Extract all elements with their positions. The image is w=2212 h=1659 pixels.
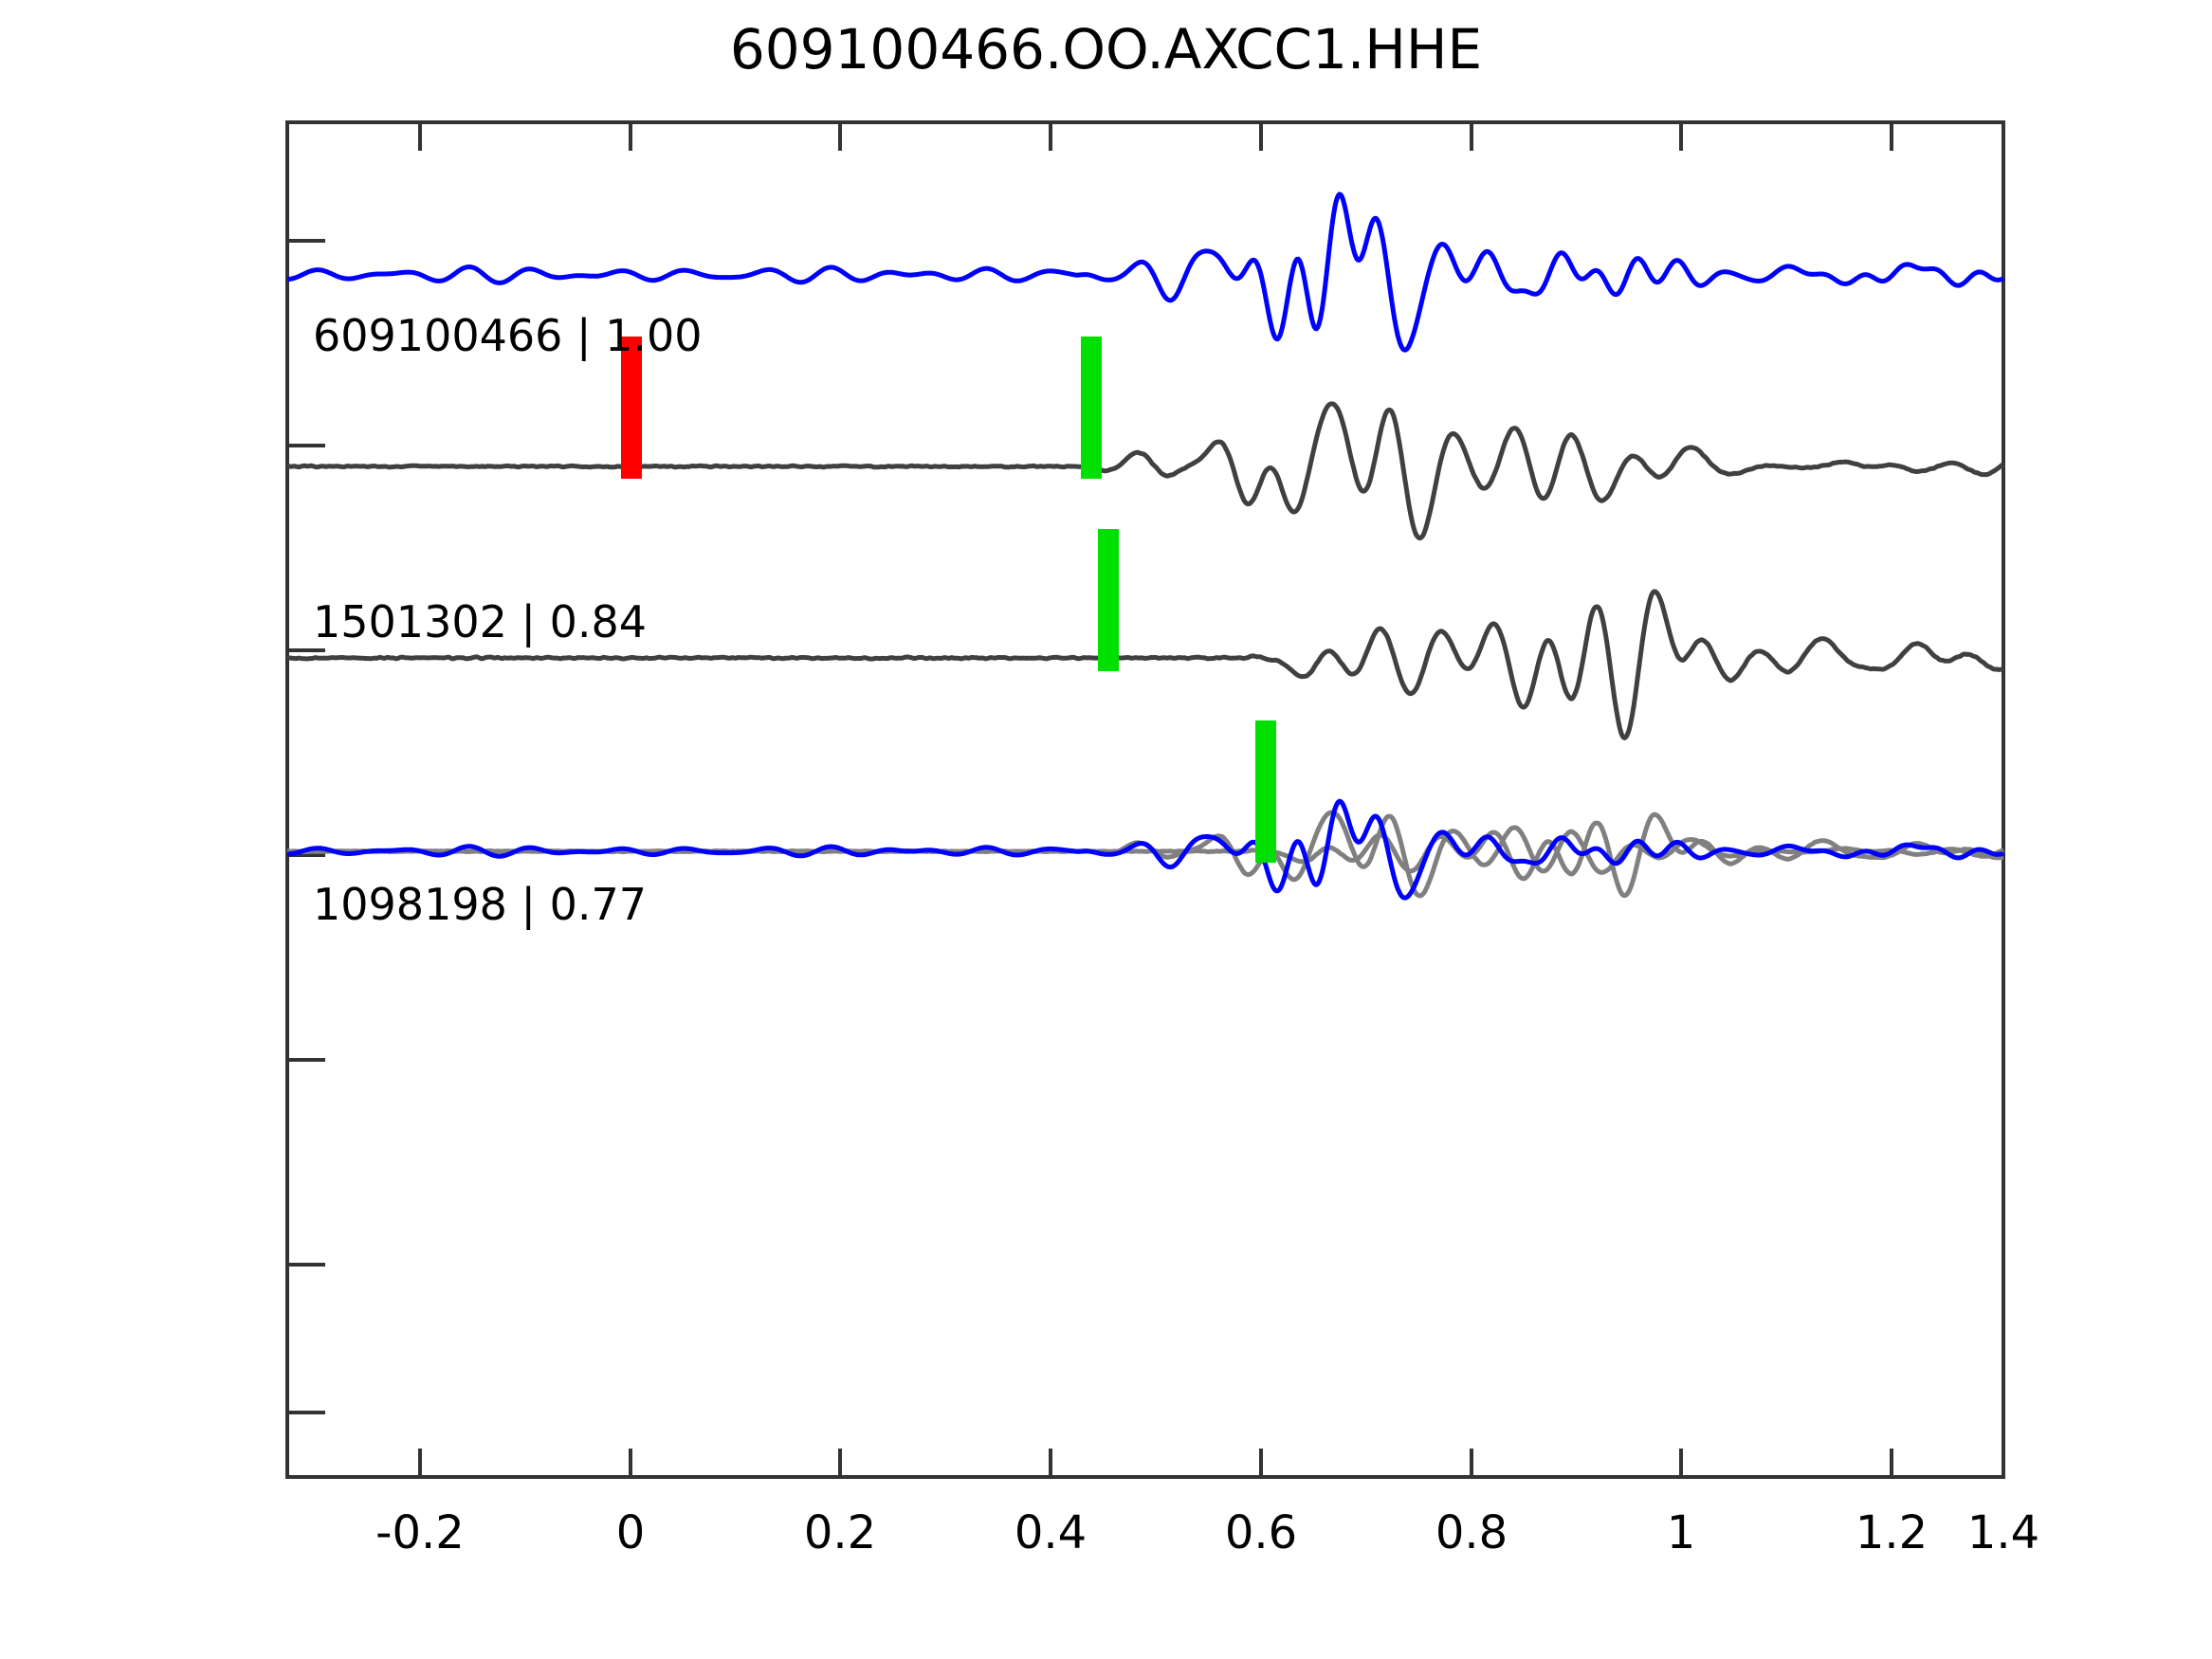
- waveform-traces: [286, 191, 2005, 901]
- y-axis-ticks: [287, 239, 325, 1414]
- x-tick-label: 0.4: [1015, 1506, 1087, 1559]
- x-tick-label: 0.2: [804, 1506, 876, 1559]
- origin-time-marker: [621, 337, 642, 479]
- x-axis-ticks: [418, 1449, 2005, 1477]
- x-axis-ticks-top: [418, 122, 1893, 151]
- composite-trace-609100466: [287, 798, 2004, 901]
- plot-frame: [285, 120, 2005, 1479]
- x-tick-label: 1.2: [1856, 1506, 1928, 1559]
- x-tick-label: 0.6: [1225, 1506, 1297, 1559]
- phase-pick-marker-trace1: [1081, 337, 1102, 479]
- phase-pick-marker-trace3: [1255, 720, 1276, 863]
- trace-label-1501302: 1501302 | 0.84: [313, 596, 647, 648]
- waveform-trace-609100466: [287, 191, 2004, 353]
- x-tick-label: 0.8: [1435, 1506, 1508, 1559]
- x-tick-label: 0: [616, 1506, 646, 1559]
- page-title: 609100466.OO.AXCC1.HHE: [729, 17, 1483, 82]
- waveform-trace-1098198: [286, 589, 2004, 741]
- trace-label-1098198: 1098198 | 0.77: [313, 879, 647, 931]
- trace-label-609100466: 609100466 | 1.00: [313, 310, 703, 362]
- waveform-trace-1501302: [286, 401, 2005, 541]
- x-tick-label: 1: [1667, 1506, 1696, 1559]
- x-tick-label: 1.4: [1967, 1506, 2039, 1559]
- x-axis-tick-labels: -0.2 0 0.2 0.4 0.6 0.8 1 1.2 1.4: [375, 1506, 2039, 1559]
- phase-pick-marker-trace2: [1098, 529, 1119, 671]
- x-tick-label: -0.2: [375, 1506, 465, 1559]
